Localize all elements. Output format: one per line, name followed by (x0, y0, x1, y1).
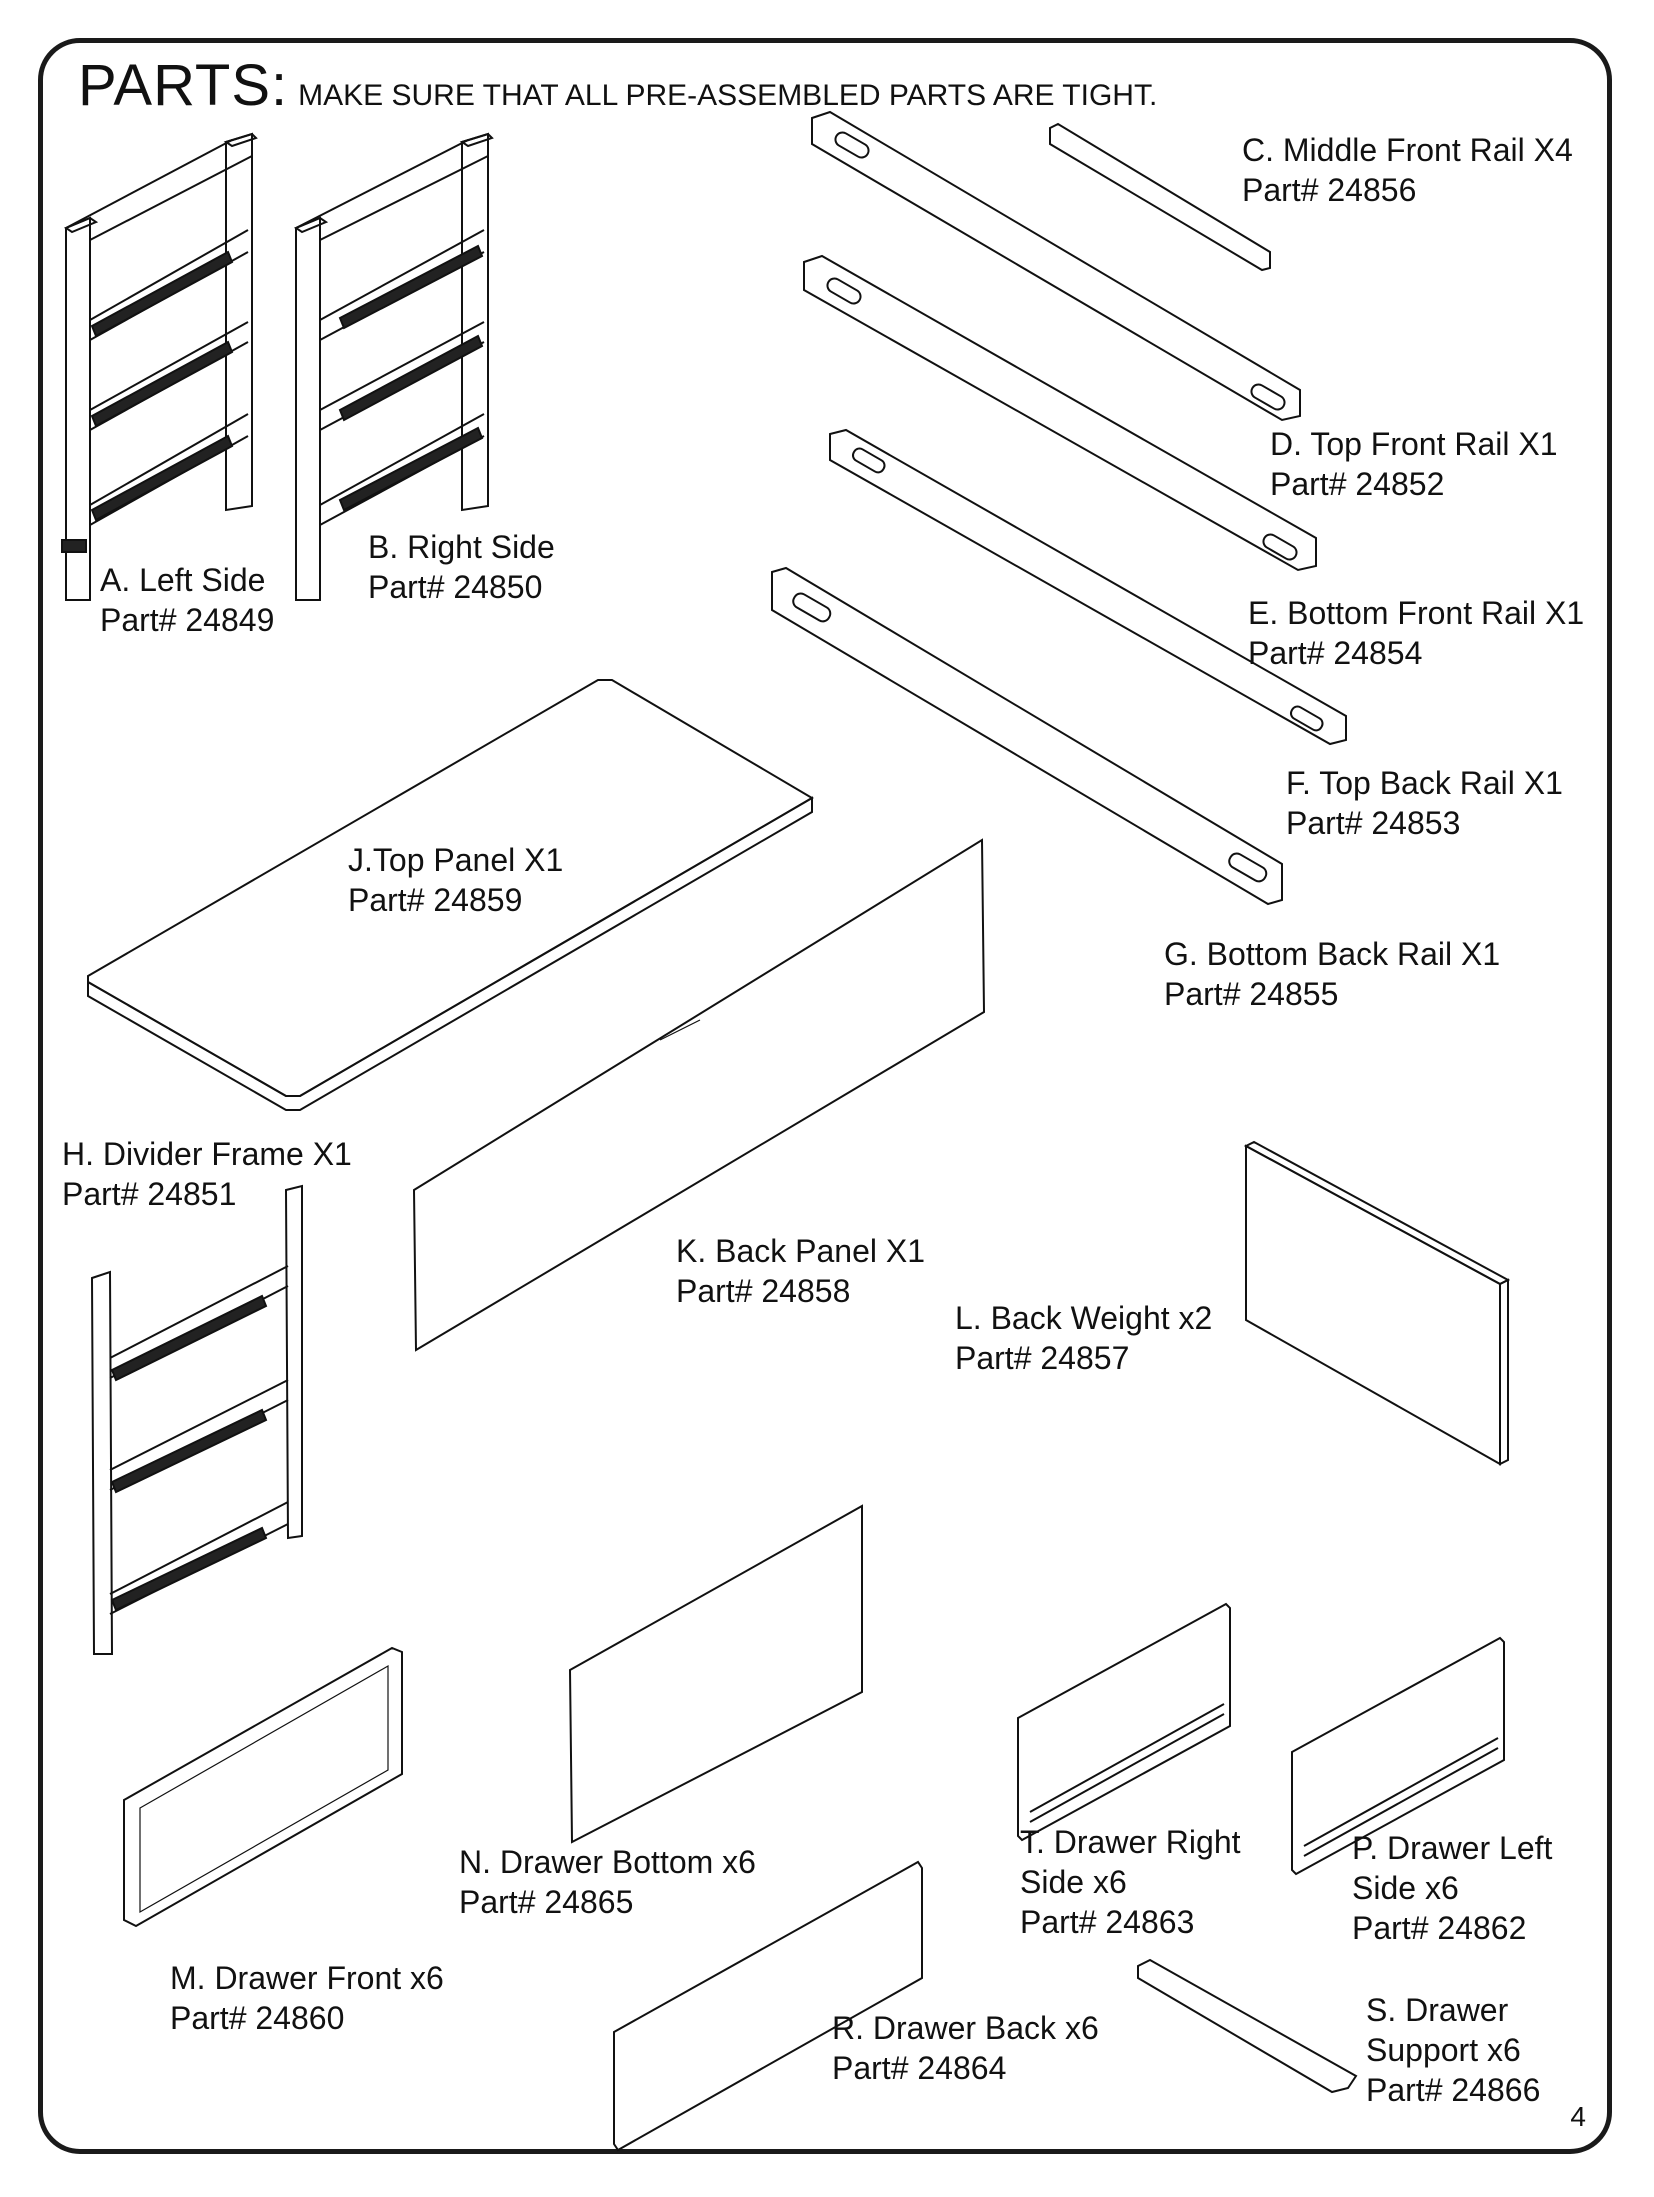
part-p-name-1: P. Drawer Left (1352, 1830, 1553, 1866)
part-e-label: E. Bottom Front Rail X1 Part# 24854 (1248, 593, 1584, 673)
bottom-front-rail-drawing (829, 428, 1347, 746)
parts-instruction: MAKE SURE THAT ALL PRE-ASSEMBLED PARTS A… (298, 79, 1158, 112)
drawer-support-drawing (1137, 1958, 1358, 2094)
part-r-label: R. Drawer Back x6 Part# 24864 (832, 2008, 1099, 2088)
part-a-name: A. Left Side (100, 562, 266, 598)
part-s-name-2: Support x6 (1366, 2032, 1521, 2068)
middle-front-rail-drawing (1049, 122, 1271, 272)
part-l-number: Part# 24857 (955, 1340, 1130, 1376)
part-p-label: P. Drawer Left Side x6 Part# 24862 (1352, 1828, 1552, 1948)
part-f-name: F. Top Back Rail X1 (1286, 765, 1563, 801)
part-a-number: Part# 24849 (100, 602, 275, 638)
part-e-name: E. Bottom Front Rail X1 (1248, 595, 1585, 631)
part-s-number: Part# 24866 (1366, 2072, 1541, 2108)
part-f-number: Part# 24853 (1286, 805, 1461, 841)
page-border (38, 38, 1612, 2154)
part-m-number: Part# 24860 (170, 2000, 345, 2036)
part-f-label: F. Top Back Rail X1 Part# 24853 (1286, 763, 1563, 843)
top-front-rail-drawing (811, 110, 1301, 422)
part-g-number: Part# 24855 (1164, 976, 1339, 1012)
part-l-name: L. Back Weight x2 (955, 1300, 1213, 1336)
drawer-front-drawing (123, 1646, 403, 1928)
part-t-name-1: T. Drawer Right (1020, 1824, 1241, 1860)
part-d-number: Part# 24852 (1270, 466, 1445, 502)
part-g-name: G. Bottom Back Rail X1 (1164, 936, 1501, 972)
part-n-label: N. Drawer Bottom x6 Part# 24865 (459, 1842, 756, 1922)
part-c-name: C. Middle Front Rail X4 (1242, 132, 1573, 168)
drawer-right-side-drawing (1017, 1602, 1231, 1842)
part-j-name: J.Top Panel X1 (348, 842, 564, 878)
part-p-name-2: Side x6 (1352, 1870, 1459, 1906)
part-d-label: D. Top Front Rail X1 Part# 24852 (1270, 424, 1558, 504)
part-d-name: D. Top Front Rail X1 (1270, 426, 1558, 462)
part-b-number: Part# 24850 (368, 569, 543, 605)
parts-heading: PARTS: MAKE SURE THAT ALL PRE-ASSEMBLED P… (78, 52, 1157, 119)
page-number: 4 (1570, 2101, 1586, 2132)
part-r-name: R. Drawer Back x6 (832, 2010, 1099, 2046)
drawer-bottom-drawing (568, 1504, 863, 1844)
part-l-label: L. Back Weight x2 Part# 24857 (955, 1298, 1212, 1378)
top-back-rail-drawing (803, 254, 1317, 572)
drawer-left-side-drawing (1291, 1636, 1505, 1876)
back-panel-drawing (412, 838, 986, 1352)
part-j-number: Part# 24859 (348, 882, 523, 918)
part-b-name: B. Right Side (368, 529, 555, 565)
part-m-label: M. Drawer Front x6 Part# 24860 (170, 1958, 444, 2038)
bottom-back-rail-drawing (771, 566, 1283, 906)
part-h-name: H. Divider Frame X1 (62, 1136, 352, 1172)
part-r-number: Part# 24864 (832, 2050, 1007, 2086)
left-side-drawing (61, 132, 258, 601)
part-e-number: Part# 24854 (1248, 635, 1423, 671)
part-c-label: C. Middle Front Rail X4 Part# 24856 (1242, 130, 1573, 210)
part-m-name: M. Drawer Front x6 (170, 1960, 444, 1996)
divider-frame-drawing (90, 1184, 303, 1655)
part-t-name-2: Side x6 (1020, 1864, 1127, 1900)
drawer-back-drawing (613, 1860, 923, 2152)
part-t-label: T. Drawer Right Side x6 Part# 24863 (1020, 1822, 1241, 1942)
part-t-number: Part# 24863 (1020, 1904, 1195, 1940)
back-weight-drawing (1243, 1140, 1511, 1466)
part-p-number: Part# 24862 (1352, 1910, 1527, 1946)
top-panel-drawing (87, 679, 814, 1111)
part-s-name-1: S. Drawer (1366, 1992, 1509, 2028)
part-j-label: J.Top Panel X1 Part# 24859 (348, 840, 563, 920)
part-k-name: K. Back Panel X1 (676, 1233, 926, 1269)
part-s-label: S. Drawer Support x6 Part# 24866 (1366, 1990, 1540, 2110)
part-h-number: Part# 24851 (62, 1176, 237, 1212)
part-h-label: H. Divider Frame X1 Part# 24851 (62, 1134, 352, 1214)
part-c-number: Part# 24856 (1242, 172, 1417, 208)
part-k-number: Part# 24858 (676, 1273, 851, 1309)
part-g-label: G. Bottom Back Rail X1 Part# 24855 (1164, 934, 1500, 1014)
part-a-label: A. Left Side Part# 24849 (100, 560, 274, 640)
part-k-label: K. Back Panel X1 Part# 24858 (676, 1231, 925, 1311)
part-n-name: N. Drawer Bottom x6 (459, 1844, 756, 1880)
part-b-label: B. Right Side Part# 24850 (368, 527, 555, 607)
parts-title: PARTS: (78, 53, 289, 118)
right-side-drawing (293, 132, 494, 601)
part-n-number: Part# 24865 (459, 1884, 634, 1920)
